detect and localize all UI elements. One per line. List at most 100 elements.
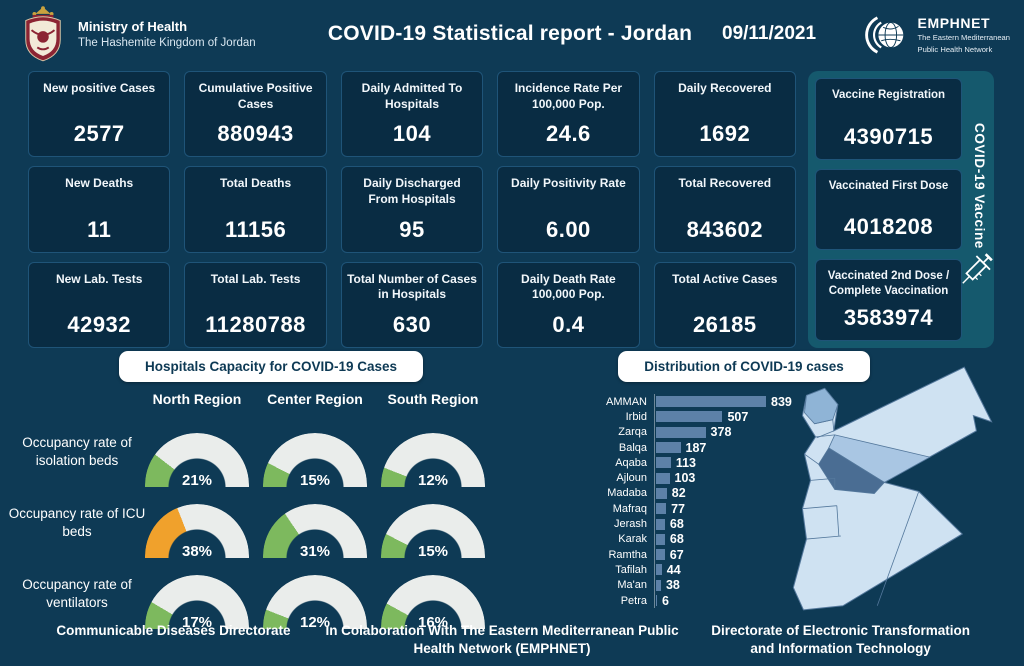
bar-label: Ajloun — [616, 472, 647, 485]
stat-card: Daily Discharged From Hospitals 95 — [340, 166, 484, 253]
bar-row: Petra 6 — [582, 592, 910, 609]
gauge-percent: 12% — [299, 614, 331, 631]
stat-card-value: 11 — [87, 216, 112, 242]
stat-card-label: Total Lab. Tests — [210, 271, 301, 286]
bar — [656, 472, 670, 484]
emphnet-logo: EMPHNET The Eastern Mediterranean Public… — [864, 12, 1010, 58]
bar — [656, 518, 665, 530]
gauge: 15% — [381, 504, 485, 560]
stat-card-value: 880943 — [217, 121, 294, 147]
bar-label: Irbid — [625, 410, 647, 423]
gauge-cell: 31% — [256, 487, 374, 560]
footer-center: In Colaboration With The Eastern Mediter… — [313, 622, 691, 658]
bar-row: Tafilah 44 — [582, 562, 910, 578]
kingdom-name: The Hashemite Kingdom of Jordan — [78, 37, 256, 49]
gauge-cell: 15% — [256, 416, 374, 489]
bar-label: AMMAN — [606, 395, 647, 408]
region-header: South Region — [387, 391, 479, 407]
stats-grid: New positive Cases 2577 Cumulative Positiv… — [28, 71, 796, 348]
bar-track — [654, 485, 667, 502]
bar-track — [654, 562, 662, 578]
ministry-name: Ministry of Health — [78, 19, 188, 34]
hospital-capacity-section: Hospitals Capacity for COVID-19 Cases No… — [6, 351, 536, 631]
gauge-percent: 17% — [181, 614, 213, 631]
gauge-grid: North Region Center Region South Region Occ… — [9, 391, 536, 631]
bar-track — [654, 394, 766, 410]
gauge-row-label: Occupancy rate of isolation beds — [22, 434, 132, 468]
map-region-base — [792, 366, 993, 611]
bar-label: Tafilah — [615, 563, 647, 576]
bar-track — [654, 546, 665, 563]
bar-row: Ramtha 67 — [582, 546, 910, 563]
gauge-cell: 12% — [374, 416, 492, 489]
gauge-row-label: Occupancy rate of ICU beds — [8, 505, 146, 539]
bar-track — [654, 501, 667, 517]
emphnet-subtitle-1: The Eastern Mediterranean — [917, 32, 1010, 42]
footer-center-line1: In Colaboration With The Eastern Mediter… — [325, 622, 679, 638]
bar — [656, 411, 723, 423]
stat-card-value: 630 — [392, 312, 432, 337]
bar — [656, 442, 681, 454]
bar-chart: AMMAN 839 Irbid 507 Zarqa 378 Balqa 187 Aqaba 113… — [582, 394, 910, 609]
stat-card: Total Number of Cases in Hospitals 630 — [340, 261, 484, 348]
bar — [656, 503, 667, 515]
bar — [656, 579, 661, 591]
distribution-section: Distribution of COVID-19 cases AMMAN 839 I… — [578, 351, 910, 609]
map-region-irbid — [804, 387, 839, 425]
bar-track — [654, 577, 661, 593]
gauge-cell: 16% — [374, 558, 492, 631]
footer-left: Communicable Diseases Directorate — [56, 622, 291, 638]
bar-track — [654, 455, 671, 471]
bar-value: 44 — [666, 562, 681, 577]
bar-row: Mafraq 77 — [582, 501, 910, 517]
bar-label: Ma'an — [617, 579, 647, 592]
stat-card-value: 1692 — [699, 121, 751, 147]
stat-card: Daily Positivity Rate 6.00 — [497, 166, 640, 253]
vaccine-card: Vaccinated First Dose 4018208 — [815, 168, 962, 251]
bar — [656, 533, 665, 545]
distribution-title: Distribution of COVID-19 cases — [618, 351, 870, 382]
bar-row: Balqa 187 — [582, 439, 910, 456]
stat-card-value: 104 — [392, 121, 432, 147]
stat-card: Cumulative Positive Cases 880943 — [184, 71, 327, 158]
stat-card-value: 2577 — [73, 121, 125, 147]
stat-card-label: Total Active Cases — [672, 271, 778, 286]
bar-track — [654, 516, 665, 532]
gauge-percent: 31% — [299, 543, 331, 560]
stat-card-value: 42932 — [67, 312, 132, 337]
bar-row: Ma'an 38 — [582, 577, 910, 593]
hospital-capacity-title: Hospitals Capacity for COVID-19 Cases — [118, 351, 424, 382]
bar-label: Mafraq — [612, 502, 647, 515]
stat-card-label: Daily Recovered — [678, 81, 772, 95]
bar-value: 187 — [685, 440, 707, 455]
region-header: North Region — [152, 391, 242, 407]
footer-right: Directorate of Electronic Transformation… — [691, 622, 990, 658]
vaccine-card-label: Vaccinated First Dose — [828, 179, 949, 192]
emphnet-globe-icon — [864, 16, 903, 54]
gauge: 31% — [263, 504, 367, 560]
stat-card-value: 95 — [399, 216, 425, 242]
bar — [656, 564, 662, 576]
ministry-block: Ministry of Health The Hashemite Kingdom… — [78, 19, 256, 49]
bar-value: 839 — [771, 394, 792, 409]
stat-card-value: 6.00 — [545, 216, 591, 242]
footer: Communicable Diseases Directorate In Col… — [0, 622, 1024, 658]
stat-card-label: Total Recovered — [678, 176, 772, 191]
vaccine-card: Vaccine Registration 4390715 — [815, 78, 962, 160]
gauge-percent: 12% — [417, 472, 449, 489]
gauge: 12% — [263, 575, 367, 631]
bar-label: Madaba — [607, 487, 647, 500]
region-header: Center Region — [267, 391, 363, 407]
bar-row: Aqaba 113 — [582, 455, 910, 471]
gauge: 17% — [145, 575, 249, 631]
stat-card-label: Daily Discharged From Hospitals — [363, 176, 461, 206]
bar-value: 68 — [669, 517, 684, 532]
bar — [656, 426, 706, 438]
bar-label: Jerash — [613, 518, 647, 531]
stat-card-value: 843602 — [686, 216, 763, 242]
bar-track — [654, 531, 665, 547]
stats-section: New positive Cases 2577 Cumulative Positiv… — [28, 71, 994, 348]
bar — [656, 396, 766, 408]
stat-card: Daily Death Rate 100,000 Pop. 0.4 — [497, 261, 640, 348]
bar-track — [654, 424, 706, 440]
